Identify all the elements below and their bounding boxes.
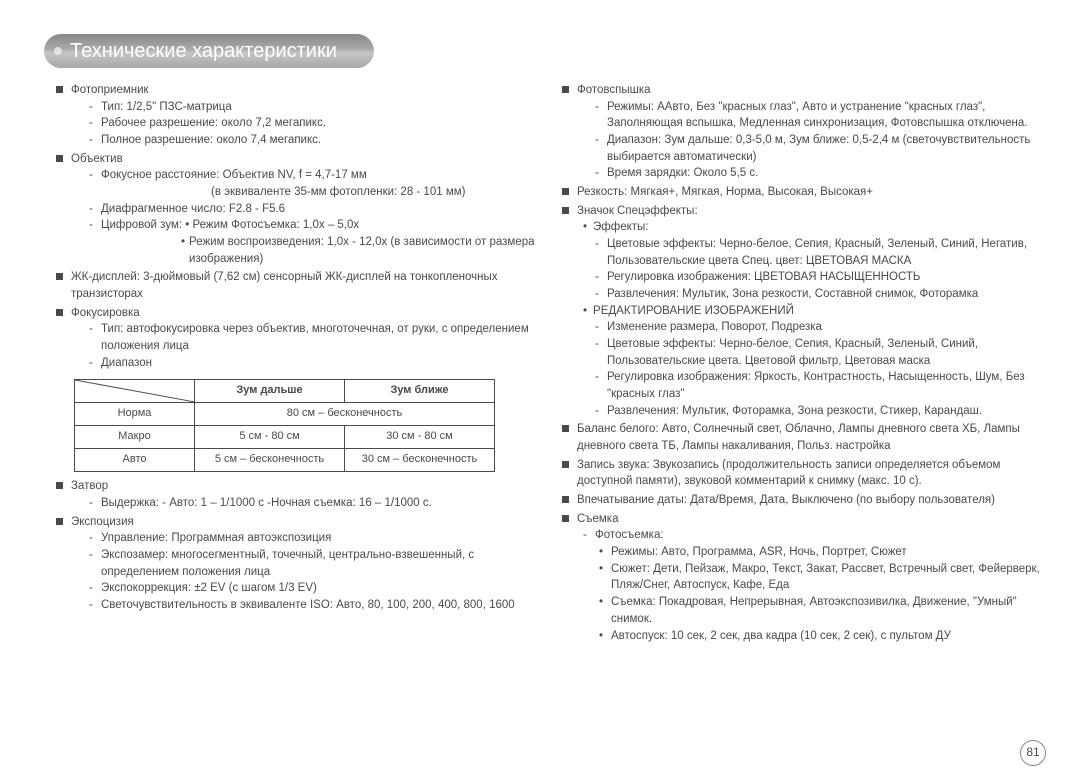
lens-zoom-play: •Режим воспроизведения: 1,0x - 12,0x (в … [71, 234, 546, 267]
effects-title: Значок Спецэффекты: [577, 203, 1052, 220]
edit-item: Развлечения: Мультик, Фоторамка, Зона ре… [595, 403, 1052, 420]
square-bullet-icon [562, 515, 569, 522]
shooting-sub: Фотосъемка: [577, 527, 1052, 544]
section-effects: Значок Спецэффекты: Эффекты: Цветовые эф… [562, 203, 1052, 420]
section-date: Впечатывание даты: Дата/Время, Дата, Вык… [562, 492, 1052, 509]
section-focus: Фокусировка Тип: автофокусировка через о… [56, 305, 546, 372]
square-bullet-icon [562, 461, 569, 468]
focus-range: Диапазон [89, 355, 546, 372]
focus-type: Тип: автофокусировка через объектив, мно… [89, 321, 546, 354]
effects-sub: Эффекты: [577, 219, 1052, 236]
square-bullet-icon [56, 482, 63, 489]
table-cell: 30 см - 80 см [345, 426, 495, 449]
flash-item: Время зарядки: Около 5,5 с. [595, 165, 1052, 182]
section-lens: Объектив Фокусное расстояние: Объектив N… [56, 151, 546, 268]
table-cell: Макро [75, 426, 195, 449]
shooting-item: Съемка: Покадровая, Непрерывная, Автоэкс… [599, 594, 1052, 627]
sensor-item: Рабочее разрешение: около 7,2 мегапикс. [89, 115, 546, 132]
date-text: Впечатывание даты: Дата/Время, Дата, Вык… [577, 492, 1052, 509]
square-bullet-icon [562, 188, 569, 195]
square-bullet-icon [562, 496, 569, 503]
edit-item: Изменение размера, Поворот, Подрезка [595, 319, 1052, 336]
shutter-item: Выдержка: - Авто: 1 – 1/1000 с -Ночная с… [89, 495, 546, 512]
table-cell: 5 см – бесконечность [195, 449, 345, 472]
right-column: Фотовспышка Режимы: ААвто, Без "красных … [562, 80, 1052, 644]
section-sharpness: Резкость: Мягкая+, Мягкая, Норма, Высока… [562, 184, 1052, 201]
edit-item: Регулировка изображения: Яркость, Контра… [595, 369, 1052, 402]
lens-aperture: Диафрагменное число: F2.8 - F5.6 [89, 201, 546, 218]
focus-title: Фокусировка [71, 305, 546, 322]
effects-item: Развлечения: Мультик, Зона резкости, Сос… [595, 286, 1052, 303]
square-bullet-icon [56, 309, 63, 316]
square-bullet-icon [562, 425, 569, 432]
section-shutter: Затвор Выдержка: - Авто: 1 – 1/1000 с -Н… [56, 478, 546, 511]
shooting-title: Съемка [577, 511, 1052, 528]
exposure-title: Экспоцизия [71, 514, 546, 531]
square-bullet-icon [56, 518, 63, 525]
page-number: 81 [1020, 740, 1046, 766]
flash-title: Фотовспышка [577, 82, 1052, 99]
focus-range-table: Зум дальше Зум ближе Норма 80 см – беско… [74, 379, 495, 472]
sensor-item: Тип: 1/2,5" ПЗС-матрица [89, 99, 546, 116]
table-row: Норма 80 см – бесконечность [75, 403, 495, 426]
section-wb: Баланс белого: Авто, Солнечный свет, Обл… [562, 421, 1052, 454]
lens-focal-note: (в эквиваленте 35-мм фотопленки: 28 - 10… [71, 184, 546, 201]
lens-focal: Фокусное расстояние: Объектив NV, f = 4,… [89, 167, 546, 184]
square-bullet-icon [56, 155, 63, 162]
voice-text: Запись звука: Звукозапись (продолжительн… [577, 457, 1052, 490]
sensor-title: Фотоприемник [71, 82, 546, 99]
square-bullet-icon [56, 86, 63, 93]
table-cell: Норма [75, 403, 195, 426]
square-bullet-icon [562, 86, 569, 93]
square-bullet-icon [562, 207, 569, 214]
table-row: Авто 5 см – бесконечность 30 см – бескон… [75, 449, 495, 472]
header-dot-icon [54, 47, 62, 55]
table-row: Макро 5 см - 80 см 30 см - 80 см [75, 426, 495, 449]
section-lcd: ЖК-дисплей: 3-дюймовый (7,62 см) сенсорн… [56, 269, 546, 302]
table-row: Зум дальше Зум ближе [75, 380, 495, 403]
exposure-item: Экспозамер: многосегментный, точечный, ц… [89, 547, 546, 580]
square-bullet-icon [56, 273, 63, 280]
wb-text: Баланс белого: Авто, Солнечный свет, Обл… [577, 421, 1052, 454]
section-shooting: Съемка Фотосъемка: Режимы: Авто, Програм… [562, 511, 1052, 644]
page-title: Технические характеристики [44, 34, 374, 68]
left-column: Фотоприемник Тип: 1/2,5" ПЗС-матрица Раб… [56, 80, 546, 644]
sharpness-text: Резкость: Мягкая+, Мягкая, Норма, Высока… [577, 184, 1052, 201]
table-cell: 80 см – бесконечность [195, 403, 495, 426]
flash-item: Диапазон: Зум дальше: 0,3-5,0 м, Зум бли… [595, 132, 1052, 165]
content-columns: Фотоприемник Тип: 1/2,5" ПЗС-матрица Раб… [0, 80, 1080, 644]
sensor-item: Полное разрешение: около 7,4 мегапикс. [89, 132, 546, 149]
shooting-item: Режимы: Авто, Программа, ASR, Ночь, Порт… [599, 544, 1052, 561]
lens-zoom: Цифровой зум: • Режим Фотосъемка: 1,0x –… [89, 217, 546, 234]
table-cell: 30 см – бесконечность [345, 449, 495, 472]
exposure-item: Управление: Программная автоэкспозиция [89, 530, 546, 547]
section-voice: Запись звука: Звукозапись (продолжительн… [562, 457, 1052, 490]
table-header: Зум ближе [345, 380, 495, 403]
table-cell: 5 см - 80 см [195, 426, 345, 449]
shooting-item: Сюжет: Дети, Пейзаж, Макро, Текст, Закат… [599, 561, 1052, 594]
effects-item: Регулировка изображения: ЦВЕТОВАЯ НАСЫЩЕ… [595, 269, 1052, 286]
section-flash: Фотовспышка Режимы: ААвто, Без "красных … [562, 82, 1052, 182]
edit-item: Цветовые эффекты: Черно-белое, Сепия, Кр… [595, 336, 1052, 369]
section-sensor: Фотоприемник Тип: 1/2,5" ПЗС-матрица Раб… [56, 82, 546, 149]
lcd-text: ЖК-дисплей: 3-дюймовый (7,62 см) сенсорн… [71, 269, 546, 302]
section-exposure: Экспоцизия Управление: Программная автоэ… [56, 514, 546, 614]
shutter-title: Затвор [71, 478, 546, 495]
exposure-item: Экспокоррекция: ±2 EV (с шагом 1/3 EV) [89, 580, 546, 597]
edit-sub: РЕДАКТИРОВАНИЕ ИЗОБРАЖЕНИЙ [577, 303, 1052, 320]
table-header: Зум дальше [195, 380, 345, 403]
lens-title: Объектив [71, 151, 546, 168]
table-cell: Авто [75, 449, 195, 472]
flash-item: Режимы: ААвто, Без "красных глаз", Авто … [595, 99, 1052, 132]
shooting-item: Автоспуск: 10 сек, 2 сек, два кадра (10 … [599, 628, 1052, 645]
effects-item: Цветовые эффекты: Черно-белое, Сепия, Кр… [595, 236, 1052, 269]
table-diagonal-cell [75, 380, 195, 403]
exposure-item: Светочувствительность в эквиваленте ISO:… [89, 597, 546, 614]
header-text: Технические характеристики [70, 37, 337, 66]
